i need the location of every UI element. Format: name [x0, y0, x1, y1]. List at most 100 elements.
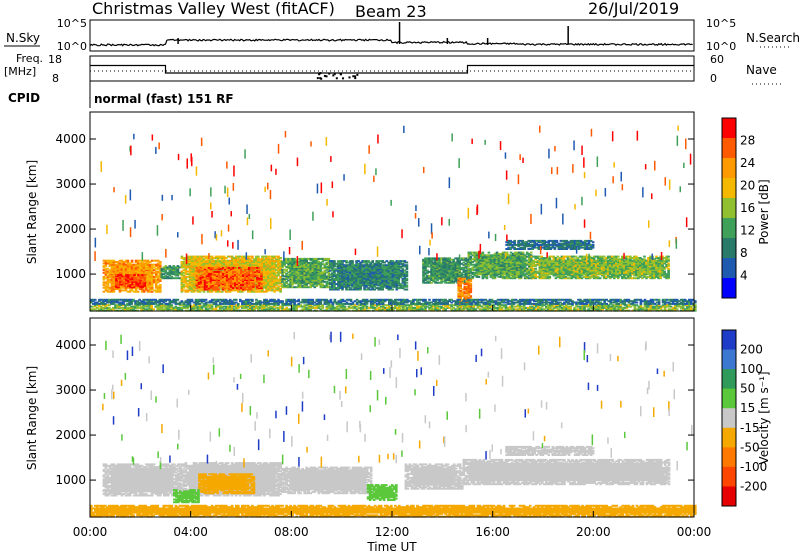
heatmap-cell: [281, 279, 284, 282]
heatmap-cell: [357, 276, 360, 279]
heatmap-cell: [469, 258, 473, 261]
heatmap-cell: [536, 262, 540, 265]
heatmap-cell: [220, 255, 224, 258]
heatmap-cell: [197, 272, 201, 275]
heatmap-cell: [195, 285, 199, 288]
heatmap-cell: [216, 255, 220, 258]
heatmap-cell: [271, 286, 274, 289]
heatmap-cell: [141, 280, 144, 283]
heatmap-cell: [377, 260, 380, 263]
heatmap-cell: [440, 272, 443, 275]
heatmap-cell: [215, 288, 219, 291]
heatmap-cell: [205, 275, 209, 277]
heatmap-cell: [259, 258, 262, 261]
heatmap-cell: [532, 261, 535, 263]
heatmap-cell: [301, 280, 304, 283]
heatmap-cell: [315, 267, 319, 270]
heatmap-cell: [138, 262, 142, 265]
heatmap-cell: [379, 281, 382, 284]
heatmap-cell: [223, 281, 227, 284]
heatmap-cell: [245, 259, 248, 262]
heatmap-cell: [196, 290, 200, 293]
heatmap-cell: [164, 277, 168, 280]
heatmap-cell: [515, 265, 519, 268]
heatmap-cell: [289, 284, 292, 287]
heatmap-cell: [485, 275, 489, 278]
heatmap-cell: [497, 266, 501, 269]
heatmap-cell: [367, 288, 370, 291]
freq-jitter-dot: [356, 73, 359, 76]
heatmap-cell: [127, 280, 130, 283]
heatmap-cell: [260, 284, 263, 287]
heatmap-cell: [271, 257, 274, 259]
heatmap-cell: [521, 251, 525, 254]
heatmap-cell: [521, 273, 525, 276]
heatmap-cell: [176, 273, 180, 276]
heatmap-cell: [436, 265, 439, 268]
heatmap-cell: [365, 285, 368, 288]
heatmap-cell: [219, 277, 223, 280]
heatmap-cell: [493, 263, 497, 266]
heatmap-cell: [182, 258, 186, 261]
heatmap-cell: [542, 263, 546, 266]
heatmap-cell: [164, 274, 168, 277]
heatmap-cell: [172, 266, 176, 269]
heatmap-cell: [464, 262, 468, 265]
heatmap-cell: [389, 269, 393, 272]
heatmap-cell: [469, 263, 473, 266]
freq-jitter-dot: [318, 73, 321, 76]
heatmap-cell: [195, 277, 199, 280]
heatmap-cell: [461, 288, 465, 291]
heatmap-cell: [487, 262, 491, 265]
heatmap-cell: [159, 289, 162, 292]
heatmap-cell: [205, 273, 209, 276]
heatmap-cell: [456, 262, 459, 265]
heatmap-cell: [273, 279, 276, 282]
heatmap-cell: [377, 288, 380, 291]
heatmap-cell: [146, 278, 150, 281]
heatmap-cell: [172, 270, 176, 273]
heatmap-cell: [513, 251, 517, 254]
heatmap-cell: [365, 265, 368, 268]
heatmap-cell: [383, 283, 386, 286]
heatmap-cell: [227, 269, 231, 272]
heatmap-cell: [440, 270, 443, 273]
heatmap-cell: [450, 266, 453, 269]
heatmap-cell: [422, 279, 425, 281]
heatmap-cell: [375, 277, 378, 280]
heatmap-cell: [479, 257, 483, 259]
heatmap-cell: [495, 258, 499, 261]
heatmap-cell: [210, 265, 214, 268]
heatmap-cell: [186, 273, 190, 276]
heatmap-cell: [534, 263, 537, 266]
heatmap-cell: [223, 280, 227, 283]
heatmap-cell: [305, 284, 308, 287]
heatmap-cell: [130, 266, 134, 269]
heatmap-cell: [156, 286, 160, 289]
heatmap-cell: [481, 273, 485, 276]
heatmap-cell: [184, 267, 188, 270]
heatmap-cell: [479, 273, 483, 276]
heatmap-cell: [323, 263, 327, 266]
heatmap-cell: [129, 279, 132, 282]
heatmap-cell: [469, 295, 473, 298]
heatmap-cell: [363, 270, 366, 273]
heatmap-cell: [223, 268, 227, 271]
heatmap-cell: [124, 284, 128, 286]
heatmap-cell: [261, 289, 264, 292]
heatmap-cell: [305, 275, 308, 278]
heatmap-cell: [373, 281, 376, 284]
heatmap-cell: [343, 284, 346, 287]
heatmap-cell: [134, 267, 138, 270]
heatmap-cell: [168, 271, 172, 274]
heatmap-cell: [497, 263, 501, 266]
heatmap-cell: [381, 277, 384, 280]
heatmap-cell: [369, 276, 372, 279]
heatmap-cell: [454, 262, 457, 265]
heatmap-cell: [180, 278, 184, 281]
heatmap-cell: [118, 263, 122, 266]
heatmap-cell: [289, 274, 292, 277]
freq-panel: Freq. [MHz] 18 8 60 0 Nave: [4, 52, 782, 85]
heatmap-cell: [221, 283, 225, 286]
heatmap-cell: [222, 261, 226, 263]
